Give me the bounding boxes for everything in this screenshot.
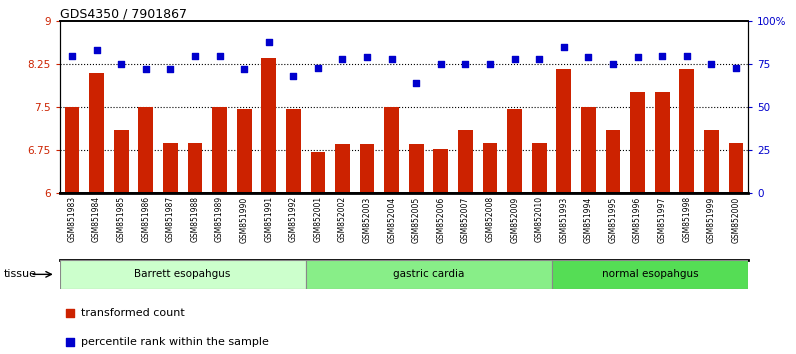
- Text: GSM851993: GSM851993: [560, 196, 568, 242]
- Text: GSM852002: GSM852002: [338, 196, 347, 242]
- Bar: [655, 92, 669, 193]
- Bar: [434, 149, 448, 193]
- Bar: [60, 260, 306, 289]
- Text: GSM851989: GSM851989: [215, 196, 224, 242]
- Text: GSM852007: GSM852007: [461, 196, 470, 242]
- Point: [484, 61, 497, 67]
- Point: [164, 67, 177, 72]
- Bar: [630, 92, 645, 193]
- Point: [557, 44, 570, 50]
- Text: GSM851999: GSM851999: [707, 196, 716, 242]
- Text: GSM851995: GSM851995: [608, 196, 618, 242]
- Point: [509, 56, 521, 62]
- Bar: [409, 144, 423, 193]
- Bar: [335, 144, 350, 193]
- Text: normal esopahgus: normal esopahgus: [602, 269, 698, 279]
- Point: [499, 210, 512, 215]
- Bar: [236, 109, 252, 193]
- Text: gastric cardia: gastric cardia: [393, 269, 464, 279]
- Text: GSM851998: GSM851998: [682, 196, 691, 242]
- Bar: [114, 130, 128, 193]
- Point: [287, 73, 299, 79]
- Bar: [360, 144, 374, 193]
- Point: [730, 65, 743, 70]
- Point: [607, 61, 619, 67]
- Text: GSM852005: GSM852005: [412, 196, 421, 242]
- Point: [435, 61, 447, 67]
- Text: Barrett esopahgus: Barrett esopahgus: [135, 269, 231, 279]
- Point: [115, 61, 127, 67]
- Point: [65, 53, 78, 58]
- Text: GSM852008: GSM852008: [486, 196, 494, 242]
- Point: [263, 39, 275, 45]
- Text: GSM851983: GSM851983: [68, 196, 76, 242]
- Text: GSM851990: GSM851990: [240, 196, 248, 242]
- Text: transformed count: transformed count: [80, 308, 185, 318]
- Bar: [139, 107, 153, 193]
- Text: GSM851987: GSM851987: [166, 196, 175, 242]
- Text: GSM851994: GSM851994: [584, 196, 593, 242]
- Point: [361, 55, 373, 60]
- Text: GSM851991: GSM851991: [264, 196, 273, 242]
- Point: [631, 55, 644, 60]
- Text: GSM852001: GSM852001: [314, 196, 322, 242]
- Bar: [306, 260, 552, 289]
- Point: [336, 56, 349, 62]
- Point: [139, 67, 152, 72]
- Text: GSM852010: GSM852010: [535, 196, 544, 242]
- Bar: [556, 69, 572, 193]
- Point: [213, 53, 226, 58]
- Bar: [213, 107, 227, 193]
- Point: [582, 55, 595, 60]
- Text: GSM852004: GSM852004: [387, 196, 396, 242]
- Text: GSM852003: GSM852003: [363, 196, 372, 242]
- Point: [681, 53, 693, 58]
- Bar: [261, 58, 276, 193]
- Bar: [188, 143, 202, 193]
- Bar: [606, 130, 620, 193]
- Text: GSM851988: GSM851988: [190, 196, 200, 242]
- Text: GSM851997: GSM851997: [657, 196, 667, 242]
- Text: GSM852000: GSM852000: [732, 196, 740, 242]
- Point: [410, 80, 423, 86]
- Bar: [581, 107, 595, 193]
- Text: GSM851984: GSM851984: [92, 196, 101, 242]
- Point: [656, 53, 669, 58]
- Bar: [552, 260, 748, 289]
- Bar: [728, 143, 743, 193]
- Bar: [163, 143, 178, 193]
- Text: GSM852006: GSM852006: [436, 196, 445, 242]
- Point: [385, 56, 398, 62]
- Point: [238, 67, 251, 72]
- Point: [90, 47, 103, 53]
- Text: GSM851992: GSM851992: [289, 196, 298, 242]
- Text: GSM852009: GSM852009: [510, 196, 519, 242]
- Bar: [384, 107, 399, 193]
- Bar: [89, 73, 104, 193]
- Text: percentile rank within the sample: percentile rank within the sample: [80, 337, 268, 347]
- Point: [705, 61, 718, 67]
- Bar: [64, 107, 80, 193]
- Bar: [704, 130, 719, 193]
- Bar: [482, 143, 498, 193]
- Bar: [310, 152, 326, 193]
- Bar: [532, 143, 547, 193]
- Bar: [458, 130, 473, 193]
- Point: [189, 53, 201, 58]
- Point: [533, 56, 545, 62]
- Bar: [679, 69, 694, 193]
- Point: [459, 61, 472, 67]
- Text: GSM851996: GSM851996: [633, 196, 642, 242]
- Bar: [507, 109, 522, 193]
- Text: GDS4350 / 7901867: GDS4350 / 7901867: [60, 7, 187, 20]
- Text: GSM851985: GSM851985: [117, 196, 126, 242]
- Point: [311, 65, 324, 70]
- Text: GSM851986: GSM851986: [141, 196, 150, 242]
- Text: tissue: tissue: [4, 269, 37, 279]
- Bar: [286, 109, 301, 193]
